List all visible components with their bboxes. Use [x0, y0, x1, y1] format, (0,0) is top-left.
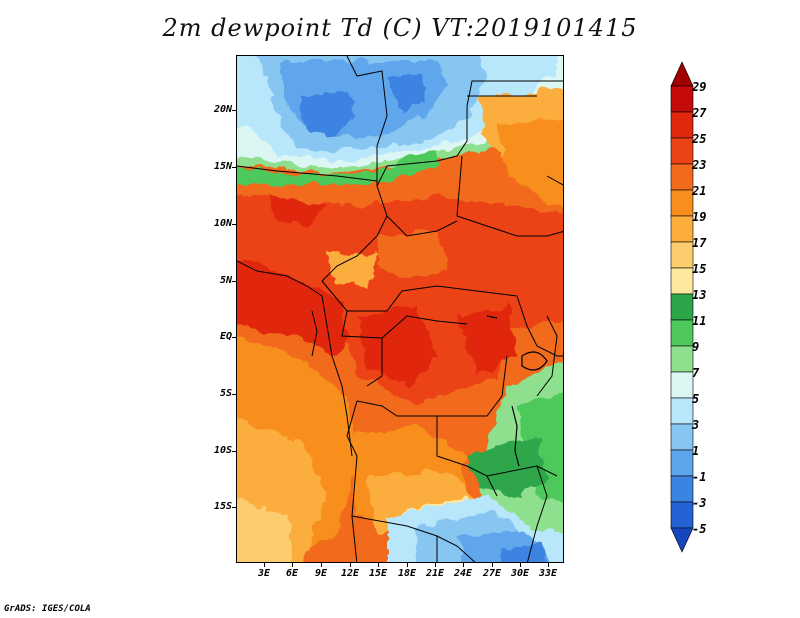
lat-tick	[232, 110, 236, 111]
lat-label-10n: 10N	[213, 218, 232, 229]
colorbar-swatch	[670, 371, 694, 399]
lon-label-30e: 30E	[510, 568, 530, 579]
colorbar-swatch	[670, 475, 694, 503]
colorbar-label: 3	[692, 418, 700, 432]
colorbar-label: 7	[692, 366, 700, 380]
lon-label-21e: 21E	[425, 568, 445, 579]
colorbar-label: 29	[692, 80, 707, 94]
colorbar-label: 23	[692, 158, 707, 172]
lat-label-15n: 15N	[213, 161, 232, 172]
lon-tick	[435, 563, 436, 567]
colorbar-label: -3	[692, 496, 707, 510]
colorbar-label: 27	[692, 106, 707, 120]
lon-label-27e: 27E	[482, 568, 502, 579]
lat-label-eq: EQ	[219, 331, 232, 342]
chart-title: 2m dewpoint Td (C) VT:2019101415	[162, 14, 638, 42]
colorbar-swatch	[670, 215, 694, 243]
lat-label-10s: 10S	[213, 445, 232, 456]
lon-label-33e: 33E	[538, 568, 558, 579]
colorbar-swatch	[670, 345, 694, 373]
colorbar-label: -5	[692, 522, 707, 536]
colorbar-swatch	[670, 85, 694, 113]
colorbar-label: 21	[692, 184, 707, 198]
lon-tick	[492, 563, 493, 567]
colorbar	[670, 61, 694, 553]
colorbar-swatch	[670, 293, 694, 321]
colorbar-label: 19	[692, 210, 707, 224]
lon-label-12e: 12E	[340, 568, 360, 579]
colorbar-swatch	[670, 267, 694, 295]
lat-tick	[232, 281, 236, 282]
lat-label-5s: 5S	[219, 388, 232, 399]
lon-tick	[520, 563, 521, 567]
lat-tick	[232, 224, 236, 225]
map-panel	[236, 55, 564, 563]
colorbar-swatch	[670, 423, 694, 451]
lat-label-15s: 15S	[213, 501, 232, 512]
lat-tick	[232, 507, 236, 508]
lon-label-9e: 9E	[314, 568, 328, 579]
colorbar-swatch	[670, 241, 694, 269]
lon-tick	[378, 563, 379, 567]
colorbar-label: 17	[692, 236, 707, 250]
colorbar-swatch	[670, 137, 694, 165]
lon-tick	[548, 563, 549, 567]
lakes	[486, 315, 548, 467]
colorbar-label: 11	[692, 314, 707, 328]
colorbar-swatch	[670, 449, 694, 477]
colorbar-arrow-bottom	[670, 527, 694, 553]
lon-tick	[321, 563, 322, 567]
lat-tick	[232, 451, 236, 452]
lon-tick	[407, 563, 408, 567]
lat-tick	[232, 337, 236, 338]
colorbar-label: 13	[692, 288, 707, 302]
colorbar-label: -1	[692, 470, 707, 484]
colorbar-swatch	[670, 397, 694, 425]
colorbar-swatch	[670, 163, 694, 191]
lon-label-15e: 15E	[368, 568, 388, 579]
colorbar-swatch	[670, 501, 694, 529]
dewpoint-map	[237, 56, 563, 562]
lat-label-5n: 5N	[219, 275, 232, 286]
colorbar-swatch	[670, 319, 694, 347]
lon-label-3e: 3E	[257, 568, 271, 579]
lon-tick	[463, 563, 464, 567]
colorbar-label: 9	[692, 340, 700, 354]
country-borders	[237, 56, 563, 562]
colorbar-label: 5	[692, 392, 700, 406]
lat-label-20n: 20N	[213, 104, 232, 115]
lon-label-24e: 24E	[453, 568, 473, 579]
colorbar-arrow-top	[670, 61, 694, 87]
lon-tick	[264, 563, 265, 567]
dewpoint-shading	[237, 56, 563, 562]
colorbar-label: 25	[692, 132, 707, 146]
lon-label-6e: 6E	[285, 568, 299, 579]
lon-tick	[350, 563, 351, 567]
lon-label-18e: 18E	[397, 568, 417, 579]
colorbar-swatch	[670, 111, 694, 139]
colorbar-swatch	[670, 189, 694, 217]
colorbar-label: 15	[692, 262, 707, 276]
credit-text: GrADS: IGES/COLA	[4, 604, 91, 614]
lon-tick	[292, 563, 293, 567]
lat-tick	[232, 167, 236, 168]
coastline	[237, 260, 353, 457]
lat-tick	[232, 394, 236, 395]
colorbar-label: 1	[692, 444, 700, 458]
